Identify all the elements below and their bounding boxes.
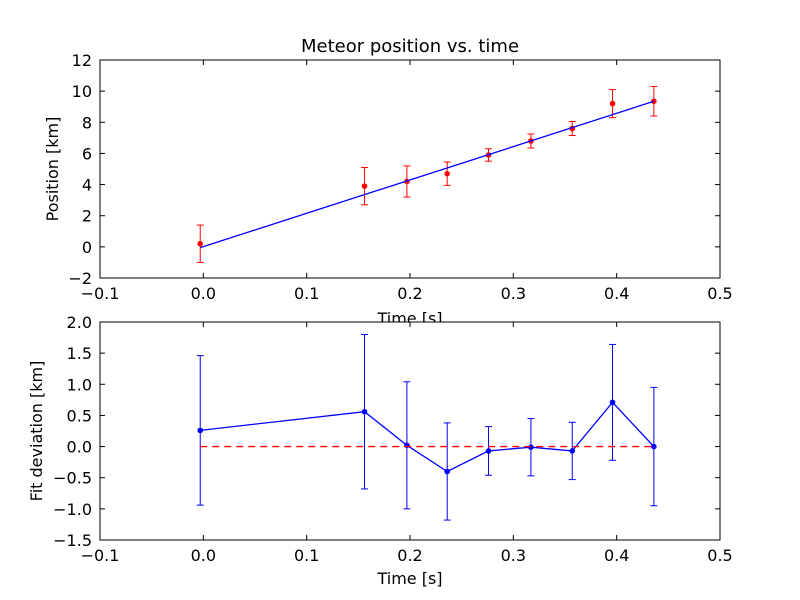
deviation-x-tick-label: 0.4: [604, 546, 629, 565]
position-y-axis-label: Position [km]: [43, 117, 62, 222]
position-x-tick-label: 0.2: [397, 284, 422, 303]
position-x-tick-label: 0.3: [501, 284, 526, 303]
position-y-tick-label: 12: [72, 51, 92, 70]
position-data-point: [361, 183, 368, 189]
deviation-data-point: [651, 443, 657, 450]
position-y-tick-label: −2: [68, 269, 92, 288]
position-y-tick-label: 6: [82, 144, 92, 163]
position-x-tick-label: 0.1: [294, 284, 319, 303]
deviation-x-tick-label: 0.1: [294, 546, 319, 565]
deviation-data-point: [485, 448, 492, 454]
deviation-data-point: [609, 399, 616, 406]
deviation-y-tick-label: 0.5: [67, 406, 92, 425]
position-x-tick-label: 0.4: [604, 284, 629, 303]
deviation-x-tick-label: 0.3: [501, 546, 526, 565]
deviation-y-tick-label: −1.5: [53, 531, 92, 550]
deviation-ticks: −0.1 0.0 0.1 0.2 0.3 0.4 0.5 −1.5 −1.0 −0.5 0.0 0.5…: [53, 313, 733, 565]
position-y-tick-label: 0: [82, 238, 92, 257]
position-x-tick-label: 0.5: [707, 284, 732, 303]
deviation-data-layer: [196, 333, 658, 521]
deviation-data-point: [197, 427, 204, 434]
position-chart: −0.1 0.0 0.1 0.2 0.3 0.4 0.5 −2 0 2 4 6 8 10 12 Meteor…: [43, 36, 733, 328]
deviation-y-axis-label: Fit deviation [km]: [27, 361, 46, 502]
deviation-data-point: [569, 448, 576, 454]
deviation-y-tick-label: 1.0: [67, 375, 92, 394]
position-x-tick-label: 0.0: [191, 284, 216, 303]
position-chart-title: Meteor position vs. time: [301, 36, 519, 57]
deviation-y-tick-label: 2.0: [67, 313, 92, 332]
deviation-chart: −0.1 0.0 0.1 0.2 0.3 0.4 0.5 −1.5 −1.0 −0.5 0.0 0.5…: [27, 313, 733, 588]
deviation-x-tick-label: 0.5: [707, 546, 732, 565]
position-y-tick-label: 4: [82, 176, 92, 195]
deviation-x-axis-label: Time [s]: [376, 569, 442, 588]
deviation-y-tick-label: 0.0: [67, 438, 92, 457]
position-data-point: [609, 100, 616, 107]
deviation-x-tick-label: 0.2: [397, 546, 422, 565]
position-y-tick-label: 10: [72, 82, 92, 101]
deviation-x-tick-label: 0.0: [191, 546, 216, 565]
position-data-point: [197, 240, 204, 247]
deviation-plot-area: [100, 322, 720, 540]
position-ticks: −0.1 0.0 0.1 0.2 0.3 0.4 0.5 −2 0 2 4 6 8 10 12: [68, 51, 732, 303]
position-plot-area: [100, 60, 720, 278]
deviation-data-point: [361, 408, 368, 415]
position-data-point: [444, 170, 451, 177]
position-x-tick-label: −0.1: [81, 284, 120, 303]
position-y-tick-label: 8: [82, 113, 92, 132]
deviation-x-tick-label: −0.1: [81, 546, 120, 565]
position-data-layer: [196, 85, 658, 263]
deviation-y-tick-label: −1.0: [53, 500, 92, 519]
deviation-data-point: [444, 468, 451, 475]
position-fit-line: [200, 100, 655, 249]
deviation-y-tick-label: −0.5: [53, 469, 92, 488]
position-y-tick-label: 2: [82, 207, 92, 226]
deviation-y-tick-label: 1.5: [67, 344, 92, 363]
